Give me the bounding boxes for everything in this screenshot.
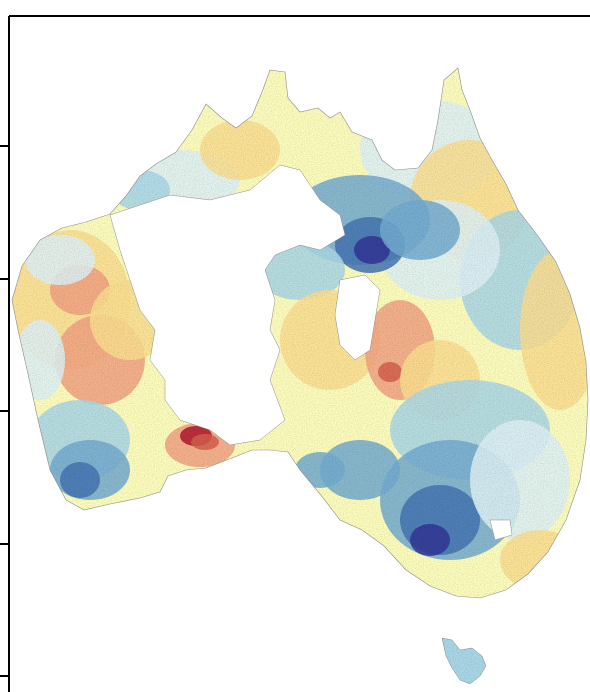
value-patch xyxy=(255,240,345,300)
no-data-area xyxy=(334,274,381,361)
value-patch xyxy=(25,235,95,285)
no-data-areas xyxy=(109,164,513,541)
value-patch xyxy=(191,434,219,450)
value-patch xyxy=(380,200,460,260)
coastline-outline xyxy=(11,67,589,599)
value-patch xyxy=(410,524,450,556)
value-patch xyxy=(470,420,570,540)
no-data-area xyxy=(489,519,513,541)
value-patch xyxy=(60,462,100,498)
y-axis-ticks xyxy=(0,145,9,677)
value-patch xyxy=(378,362,402,382)
no-data-area xyxy=(109,164,346,446)
value-patch xyxy=(15,320,65,400)
value-patch xyxy=(320,440,400,500)
tasmania xyxy=(441,637,487,685)
value-patch xyxy=(200,120,280,180)
value-patch xyxy=(295,452,345,488)
value-patch xyxy=(500,530,580,590)
value-patch xyxy=(354,236,390,264)
tasmania-shape xyxy=(441,637,487,685)
